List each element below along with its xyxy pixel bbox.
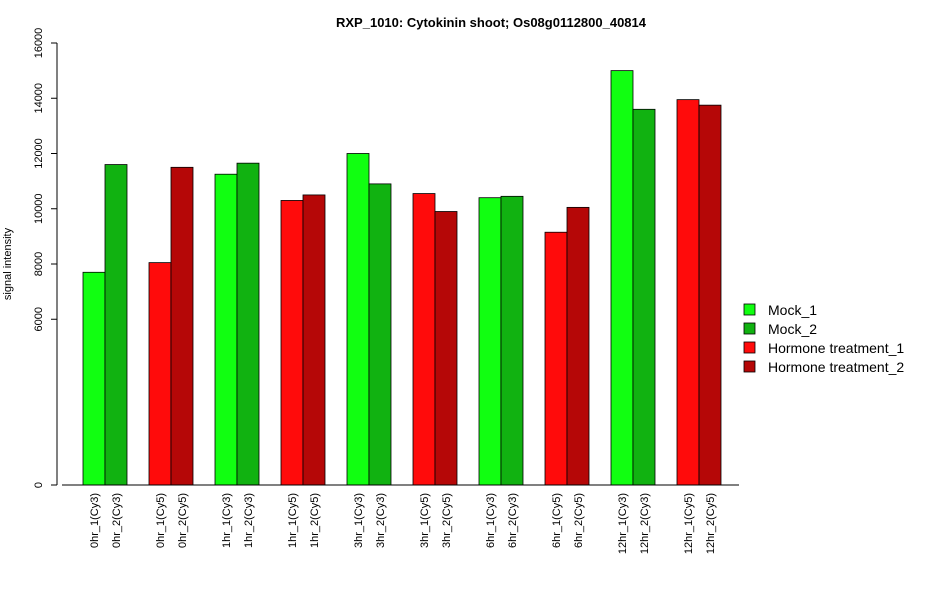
bar bbox=[214, 173, 238, 486]
x-category-label: 3hr_1(Cy5) bbox=[419, 493, 431, 548]
x-category-label: 1hr_1(Cy5) bbox=[287, 493, 299, 548]
y-tick-label: 14000 bbox=[33, 83, 45, 114]
y-tick-label: 12000 bbox=[33, 138, 45, 169]
x-category-label: 3hr_1(Cy3) bbox=[353, 493, 365, 548]
bar bbox=[676, 99, 700, 486]
x-category-label: 6hr_2(Cy5) bbox=[573, 493, 585, 548]
x-category-label: 6hr_1(Cy5) bbox=[551, 493, 563, 548]
bar bbox=[632, 108, 656, 486]
legend-swatch bbox=[743, 360, 756, 373]
legend: Mock_1 Mock_2 Hormone treatment_1 Hormone t… bbox=[743, 302, 904, 375]
legend-swatch bbox=[743, 341, 756, 354]
x-category-label: 12hr_2(Cy5) bbox=[705, 493, 717, 554]
x-category-label: 6hr_2(Cy3) bbox=[507, 493, 519, 548]
bar bbox=[544, 231, 568, 486]
bar bbox=[412, 193, 436, 486]
x-category-label: 12hr_1(Cy3) bbox=[617, 493, 629, 554]
bar bbox=[302, 194, 326, 486]
x-category-label: 6hr_1(Cy3) bbox=[485, 493, 497, 548]
x-category-label: 3hr_2(Cy3) bbox=[375, 493, 387, 548]
legend-label: Mock_2 bbox=[768, 321, 817, 337]
bar bbox=[434, 211, 458, 486]
x-category-label: 0hr_2(Cy5) bbox=[177, 493, 189, 548]
x-category-label: 1hr_2(Cy3) bbox=[243, 493, 255, 548]
bars-group bbox=[62, 70, 739, 486]
legend-swatch bbox=[743, 303, 756, 316]
y-axis: 0 6000 8000 10000 12000 14000 16000 bbox=[33, 28, 58, 488]
y-tick-label: 10000 bbox=[33, 193, 45, 224]
y-tick-label: 6000 bbox=[33, 307, 45, 331]
chart-title: RXP_1010: Cytokinin shoot; Os08g0112800_… bbox=[336, 15, 647, 30]
bar bbox=[104, 164, 128, 486]
bar bbox=[346, 153, 370, 486]
x-labels-group: 0hr_1(Cy3) 0hr_2(Cy3) 0hr_1(Cy5) 0hr_2(Cy5)… bbox=[89, 493, 717, 554]
x-category-label: 12hr_2(Cy3) bbox=[639, 493, 651, 554]
y-axis-label: signal intensity bbox=[2, 227, 14, 300]
x-category-label: 12hr_1(Cy5) bbox=[683, 493, 695, 554]
y-tick-label: 8000 bbox=[33, 252, 45, 276]
legend-label: Hormone treatment_1 bbox=[768, 340, 904, 356]
bar bbox=[566, 206, 590, 486]
x-category-label: 0hr_2(Cy3) bbox=[111, 493, 123, 548]
bar bbox=[500, 195, 524, 486]
x-category-label: 0hr_1(Cy3) bbox=[89, 493, 101, 548]
bar bbox=[82, 271, 106, 486]
x-category-label: 0hr_1(Cy5) bbox=[155, 493, 167, 548]
bar bbox=[368, 183, 392, 486]
bar bbox=[610, 70, 634, 486]
legend-swatch bbox=[743, 322, 756, 335]
bar bbox=[236, 162, 260, 486]
x-category-label: 3hr_2(Cy5) bbox=[441, 493, 453, 548]
y-tick-label: 0 bbox=[33, 482, 45, 488]
legend-label: Mock_1 bbox=[768, 302, 817, 318]
bar bbox=[170, 166, 194, 486]
bar bbox=[280, 200, 304, 486]
y-tick-label: 16000 bbox=[33, 28, 45, 59]
bar bbox=[148, 262, 172, 486]
bar bbox=[698, 104, 722, 486]
legend-label: Hormone treatment_2 bbox=[768, 359, 904, 375]
x-category-label: 1hr_2(Cy5) bbox=[309, 493, 321, 548]
bar bbox=[478, 197, 502, 486]
x-category-label: 1hr_1(Cy3) bbox=[221, 493, 233, 548]
